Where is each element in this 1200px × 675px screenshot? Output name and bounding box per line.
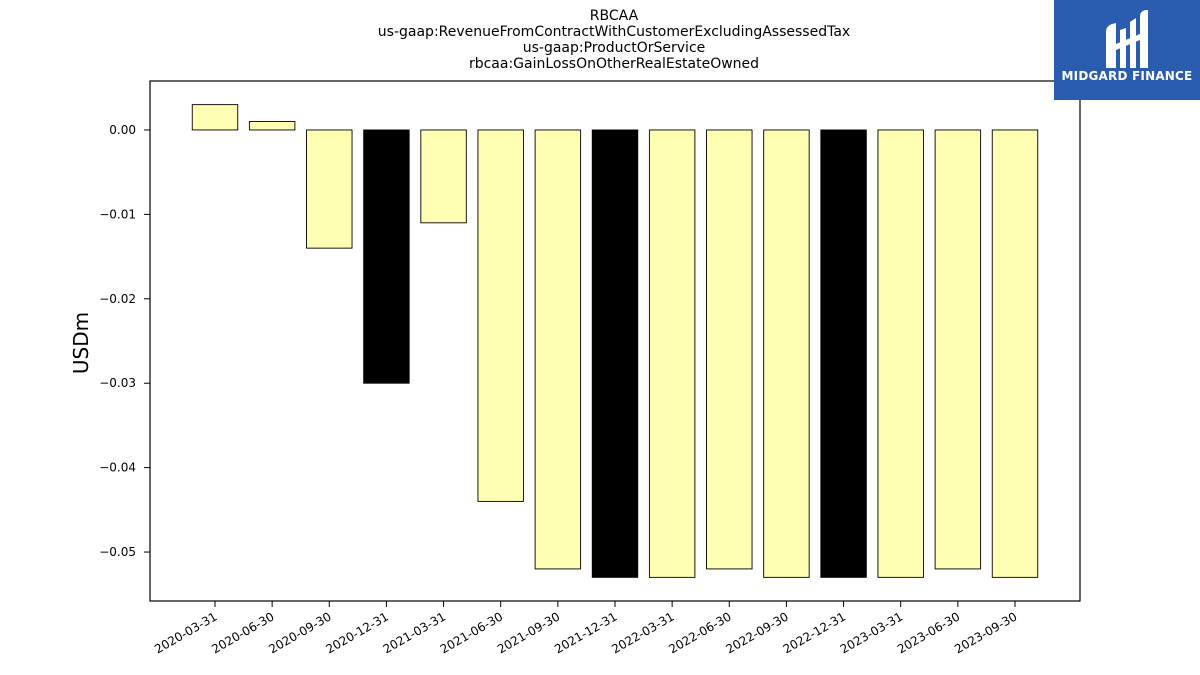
y-tick-label: −0.05	[99, 545, 136, 559]
x-tick-label: 2021-09-30	[495, 609, 562, 656]
brand-logo: MIDGARD FINANCE	[1054, 0, 1200, 100]
midgard-logo-icon	[1106, 10, 1148, 68]
bar-group	[191, 104, 1039, 578]
bar	[877, 129, 924, 578]
chart-title-line: us-gaap:ProductOrService	[523, 40, 706, 56]
bar	[477, 129, 524, 502]
bar	[191, 104, 239, 131]
bar	[991, 129, 1039, 578]
x-tick-label: 2022-12-31	[781, 609, 848, 656]
bar	[706, 129, 753, 570]
chart-title-line: RBCAA	[590, 8, 639, 24]
brand-name: MIDGARD FINANCE	[1061, 69, 1193, 83]
x-tick-label: 2021-03-31	[381, 609, 448, 656]
bar	[591, 129, 639, 578]
y-tick-label: −0.04	[99, 461, 136, 475]
bar	[248, 121, 296, 131]
bar	[363, 129, 410, 384]
x-tick-label: 2021-06-30	[438, 609, 505, 656]
y-tick-label: −0.02	[99, 292, 136, 306]
bar	[820, 129, 867, 578]
bar	[763, 129, 810, 578]
x-tick-label: 2022-06-30	[666, 609, 733, 656]
bar	[420, 129, 467, 224]
y-tick-label: −0.03	[99, 376, 136, 390]
bar	[934, 129, 982, 570]
x-axis: 2020-03-312020-06-302020-09-302020-12-31…	[152, 601, 1020, 656]
x-tick-label: 2020-09-30	[266, 609, 333, 656]
chart-title-line: rbcaa:GainLossOnOtherRealEstateOwned	[469, 56, 759, 72]
x-tick-label: 2023-06-30	[895, 609, 962, 656]
x-tick-label: 2020-03-31	[152, 609, 219, 656]
bar	[534, 129, 582, 570]
y-axis-label: USDm	[69, 312, 93, 374]
x-tick-label: 2021-12-31	[552, 609, 619, 656]
x-tick-label: 2022-03-31	[609, 609, 676, 656]
y-axis: 0.00 −0.01 −0.02 −0.03 −0.04 −0.05	[99, 123, 150, 559]
chart-title: RBCAAus-gaap:RevenueFromContractWithCust…	[378, 8, 850, 72]
x-tick-label: 2023-09-30	[952, 609, 1019, 656]
bar	[648, 129, 696, 578]
x-tick-label: 2020-12-31	[324, 609, 391, 656]
y-tick-label: −0.01	[99, 207, 136, 221]
bar	[306, 129, 353, 249]
x-tick-label: 2020-06-30	[209, 609, 276, 656]
x-tick-label: 2022-09-30	[724, 609, 791, 656]
chart-title-line: us-gaap:RevenueFromContractWithCustomerE…	[378, 24, 850, 40]
x-tick-label: 2023-03-31	[838, 609, 905, 656]
y-tick-label: 0.00	[109, 123, 136, 137]
